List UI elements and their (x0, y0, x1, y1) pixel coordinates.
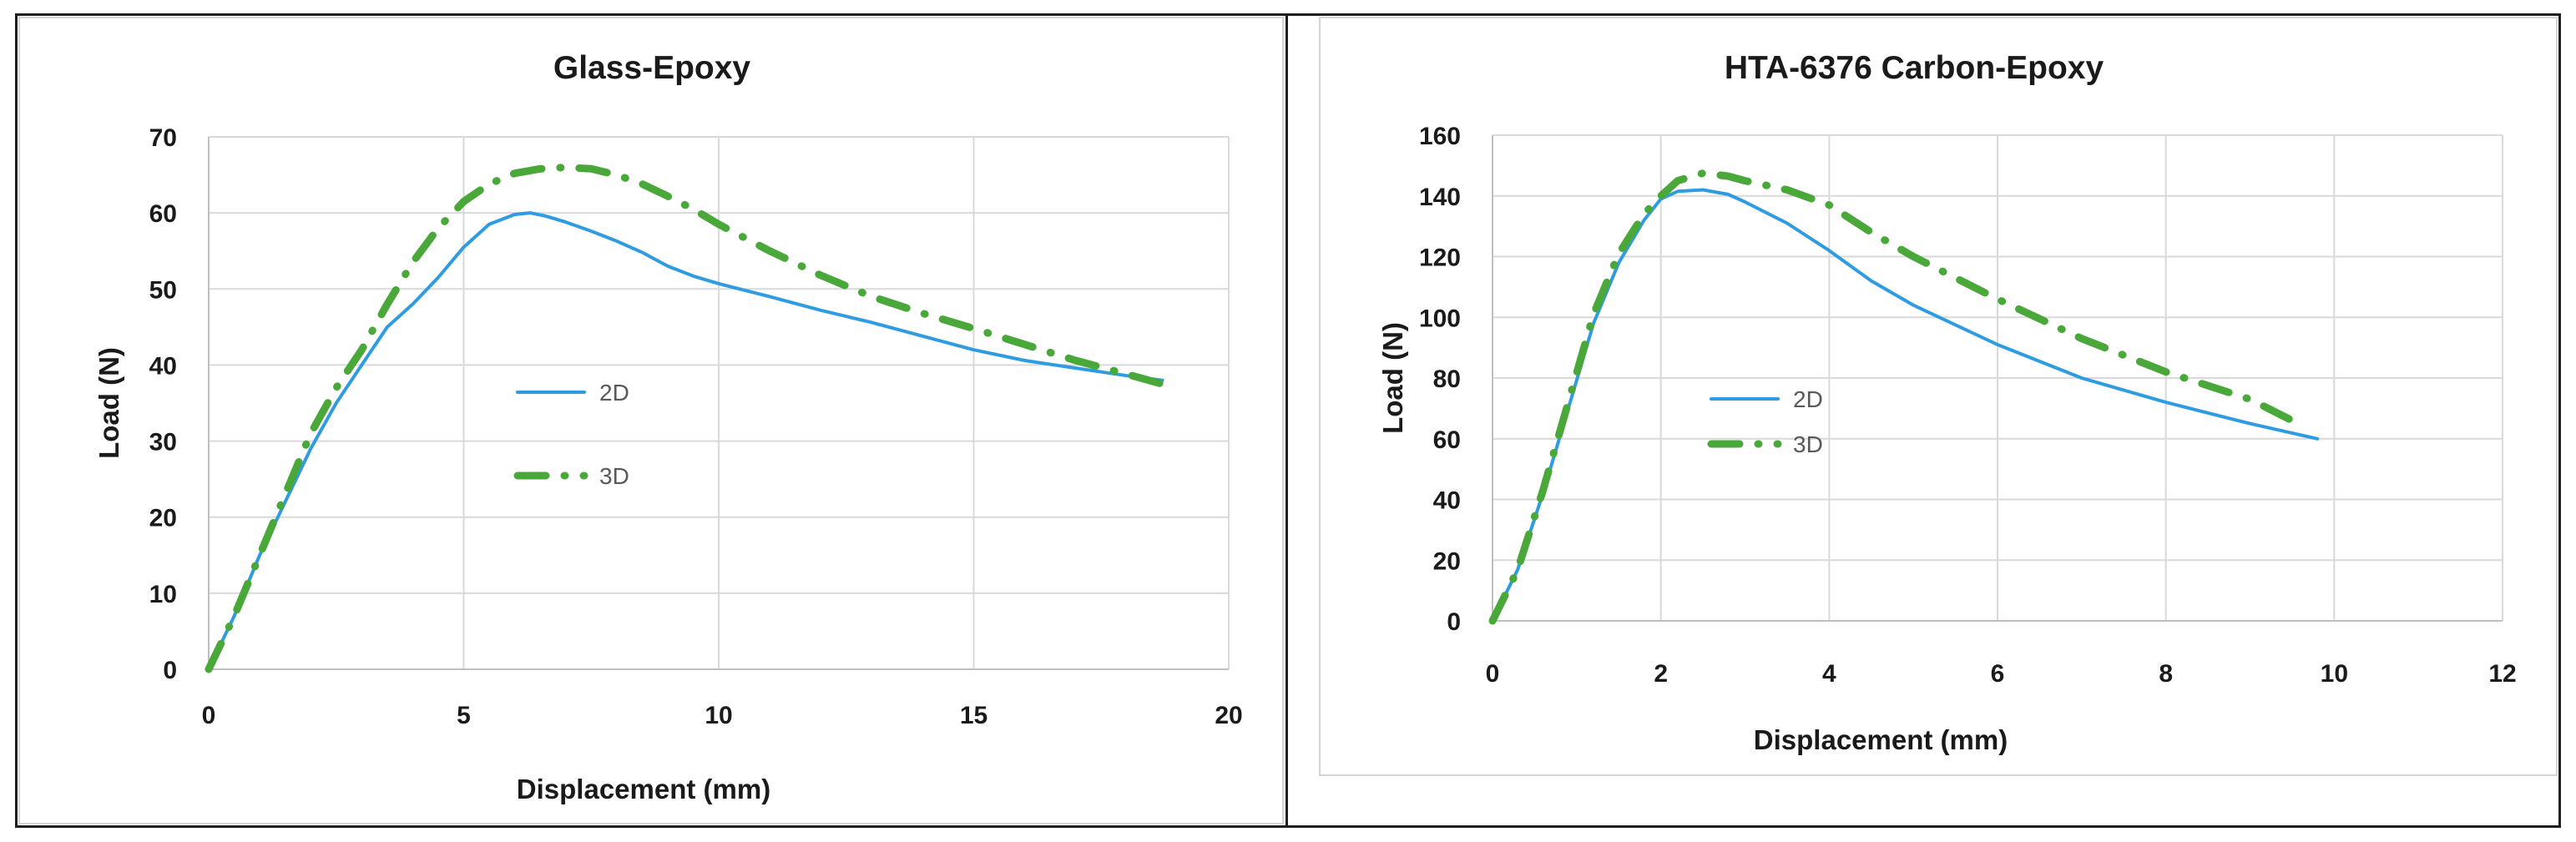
figure-frame (15, 13, 2561, 828)
y-tick-label: 60 (1433, 426, 1461, 454)
y-tick-label: 0 (163, 657, 177, 684)
x-tick-label: 0 (202, 702, 216, 729)
y-tick-label: 160 (1419, 123, 1461, 150)
y-tick-label: 50 (149, 276, 177, 304)
series-line-3d (205, 164, 1167, 673)
x-tick-label: 6 (1991, 660, 2005, 688)
series-line-2d (1491, 188, 2320, 623)
y-axis-label: Load (N) (93, 347, 124, 459)
x-tick-label: 5 (457, 702, 471, 729)
y-tick-label: 0 (1447, 608, 1461, 636)
y-tick-label: 40 (1433, 487, 1461, 515)
x-tick-label: 8 (2159, 660, 2173, 688)
legend-label-2d: 2D (599, 380, 629, 406)
chart-title: Glass-Epoxy (553, 50, 751, 86)
y-tick-label: 30 (149, 429, 177, 456)
y-tick-label: 100 (1419, 305, 1461, 332)
legend-label-3d: 3D (599, 463, 629, 489)
carbon-epoxy-chart: 0 20 40 60 80 100 120 140 160 0 2 4 6 8 10 12 HTA-6376 C… (1377, 50, 2517, 755)
y-tick-label: 80 (1433, 366, 1461, 393)
y-tick-label: 140 (1419, 184, 1461, 211)
x-tick-label: 10 (705, 702, 732, 729)
x-axis-label: Displacement (mm) (1754, 724, 2008, 755)
y-axis-label: Load (N) (1377, 322, 1408, 434)
legend-label-3d: 3D (1793, 431, 1823, 457)
x-axis-label: Displacement (mm) (517, 774, 770, 804)
y-tick-label: 60 (149, 200, 177, 228)
chart-panel-carbon-epoxy: 0 20 40 60 80 100 120 140 160 0 2 4 6 8 10 12 HTA-6376 C… (1319, 17, 2558, 776)
x-tick-label: 20 (1215, 702, 1242, 729)
series-line-2d (207, 211, 1164, 671)
x-tick-label: 10 (2321, 660, 2348, 688)
y-tick-label: 20 (1433, 547, 1461, 575)
glass-epoxy-chart: 0 10 20 30 40 50 60 70 0 5 10 15 20 Glass-Epoxy Displa… (93, 50, 1243, 804)
x-tick-label: 2 (1654, 660, 1668, 688)
x-tick-label: 4 (1822, 660, 1836, 688)
legend-label-2d: 2D (1793, 386, 1823, 412)
y-tick-label: 70 (149, 124, 177, 152)
series-line-3d (1488, 169, 2296, 625)
x-tick-label: 15 (960, 702, 987, 729)
y-tick-label: 10 (149, 581, 177, 608)
y-tick-label: 20 (149, 505, 177, 532)
y-tick-label: 120 (1419, 245, 1461, 272)
y-tick-label: 40 (149, 352, 177, 380)
chart-panel-glass-epoxy: 0 10 20 30 40 50 60 70 0 5 10 15 20 Glass-Epoxy Displa… (18, 17, 1284, 824)
panel-divider (1285, 13, 1288, 828)
x-tick-label: 0 (1486, 660, 1500, 688)
chart-title: HTA-6376 Carbon-Epoxy (1725, 50, 2104, 86)
x-tick-label: 12 (2488, 660, 2516, 688)
